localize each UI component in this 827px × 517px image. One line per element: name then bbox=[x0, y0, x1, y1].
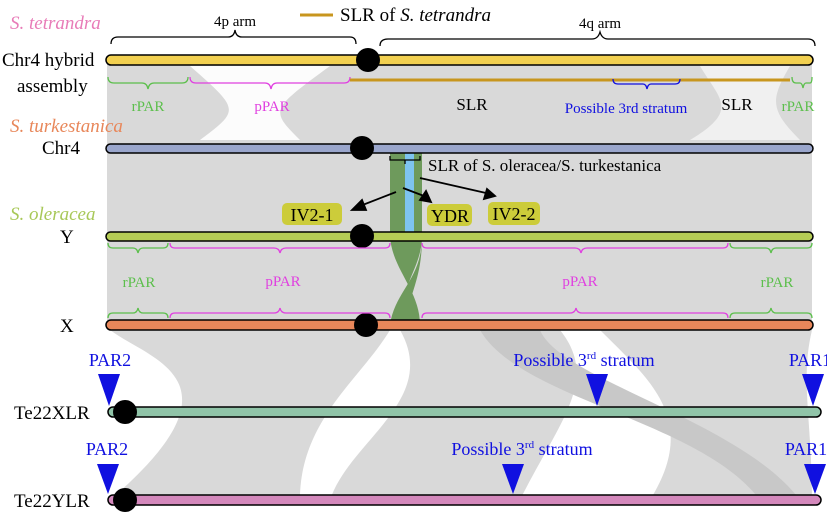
region-slr-1: SLR bbox=[456, 95, 488, 114]
chr4-label: Chr4 bbox=[42, 138, 81, 159]
stratum-marker-icon bbox=[586, 374, 608, 406]
centromere bbox=[113, 400, 137, 424]
y-label: Y bbox=[60, 227, 74, 248]
y-bar bbox=[105, 231, 814, 242]
centromere bbox=[350, 224, 374, 248]
synteny-ribbons bbox=[107, 60, 812, 500]
chr4-bar bbox=[105, 143, 814, 154]
ydr-strip bbox=[405, 152, 414, 236]
species-oleracea: S. oleracea bbox=[10, 204, 95, 225]
chr4-hybrid-label-2: assembly bbox=[17, 76, 88, 97]
box-iv2-2 bbox=[488, 202, 540, 225]
par2-marker-icon bbox=[97, 464, 119, 494]
box-ydr-label: YDR bbox=[431, 206, 469, 226]
marker-stratum-y: Possible 3rd stratum bbox=[451, 439, 592, 459]
te22ylr-bar bbox=[107, 494, 822, 506]
box-iv2-1 bbox=[282, 203, 342, 225]
stratum-marker-icon bbox=[502, 464, 524, 494]
centromere bbox=[350, 136, 374, 160]
region-ppar: pPAR bbox=[254, 99, 289, 115]
region-rpar-left-ole: rPAR bbox=[123, 275, 156, 291]
region-ppar-right-ole: pPAR bbox=[562, 274, 597, 290]
marker-triangles-x bbox=[98, 374, 824, 406]
slr-oleracea-brace bbox=[389, 156, 421, 164]
te22ylr-label: Te22YLR bbox=[14, 491, 90, 512]
te22xlr-label: Te22XLR bbox=[14, 403, 90, 424]
te22xlr-bar bbox=[107, 406, 822, 418]
legend-label: SLR of S. tetrandra bbox=[340, 5, 491, 26]
box-ydr bbox=[427, 204, 472, 226]
par1-marker-icon bbox=[804, 464, 826, 494]
marker-par2-y: PAR2 bbox=[86, 439, 128, 459]
arm-q-label: 4q arm bbox=[579, 16, 621, 32]
marker-stratum-x: Possible 3rd stratum bbox=[513, 350, 654, 370]
region-rpar-left: rPAR bbox=[132, 99, 165, 115]
box-iv2-2-label: IV2-2 bbox=[493, 204, 536, 224]
x-label: X bbox=[60, 316, 74, 337]
slr-oleracea-label: SLR of S. oleracea/S. turkestanica bbox=[428, 156, 662, 175]
species-tetrandra: S. tetrandra bbox=[10, 13, 101, 34]
arrows bbox=[349, 177, 497, 211]
marker-triangles-y bbox=[97, 464, 826, 494]
par1-marker-icon bbox=[802, 374, 824, 406]
marker-par1-x: PAR1 bbox=[789, 350, 827, 370]
par2-marker-icon bbox=[98, 374, 120, 406]
region-ppar-left-ole: pPAR bbox=[265, 274, 300, 290]
marker-par2-x: PAR2 bbox=[89, 350, 131, 370]
arm-p-brace bbox=[110, 29, 357, 45]
region-rpar-right-ole: rPAR bbox=[761, 275, 794, 291]
centromere bbox=[113, 488, 137, 512]
chr4-hybrid-label: Chr4 hybrid bbox=[2, 50, 95, 71]
centromere bbox=[356, 48, 380, 72]
arm-p-label: 4p arm bbox=[214, 14, 256, 30]
chr4-hybrid-bar bbox=[105, 54, 814, 66]
oleracea-region-braces bbox=[107, 242, 813, 319]
arm-q-brace bbox=[379, 29, 816, 47]
region-stratum: Possible 3rd stratum bbox=[565, 101, 688, 117]
centromere bbox=[354, 313, 378, 337]
x-bar bbox=[105, 319, 814, 331]
box-iv2-1-label: IV2-1 bbox=[291, 205, 334, 225]
species-turkestanica: S. turkestanica bbox=[10, 116, 123, 137]
region-slr-2: SLR bbox=[721, 95, 753, 114]
region-rpar-right: rPAR bbox=[782, 99, 815, 115]
tetrandra-region-braces bbox=[107, 76, 813, 90]
marker-par1-y: PAR1 bbox=[785, 439, 827, 459]
